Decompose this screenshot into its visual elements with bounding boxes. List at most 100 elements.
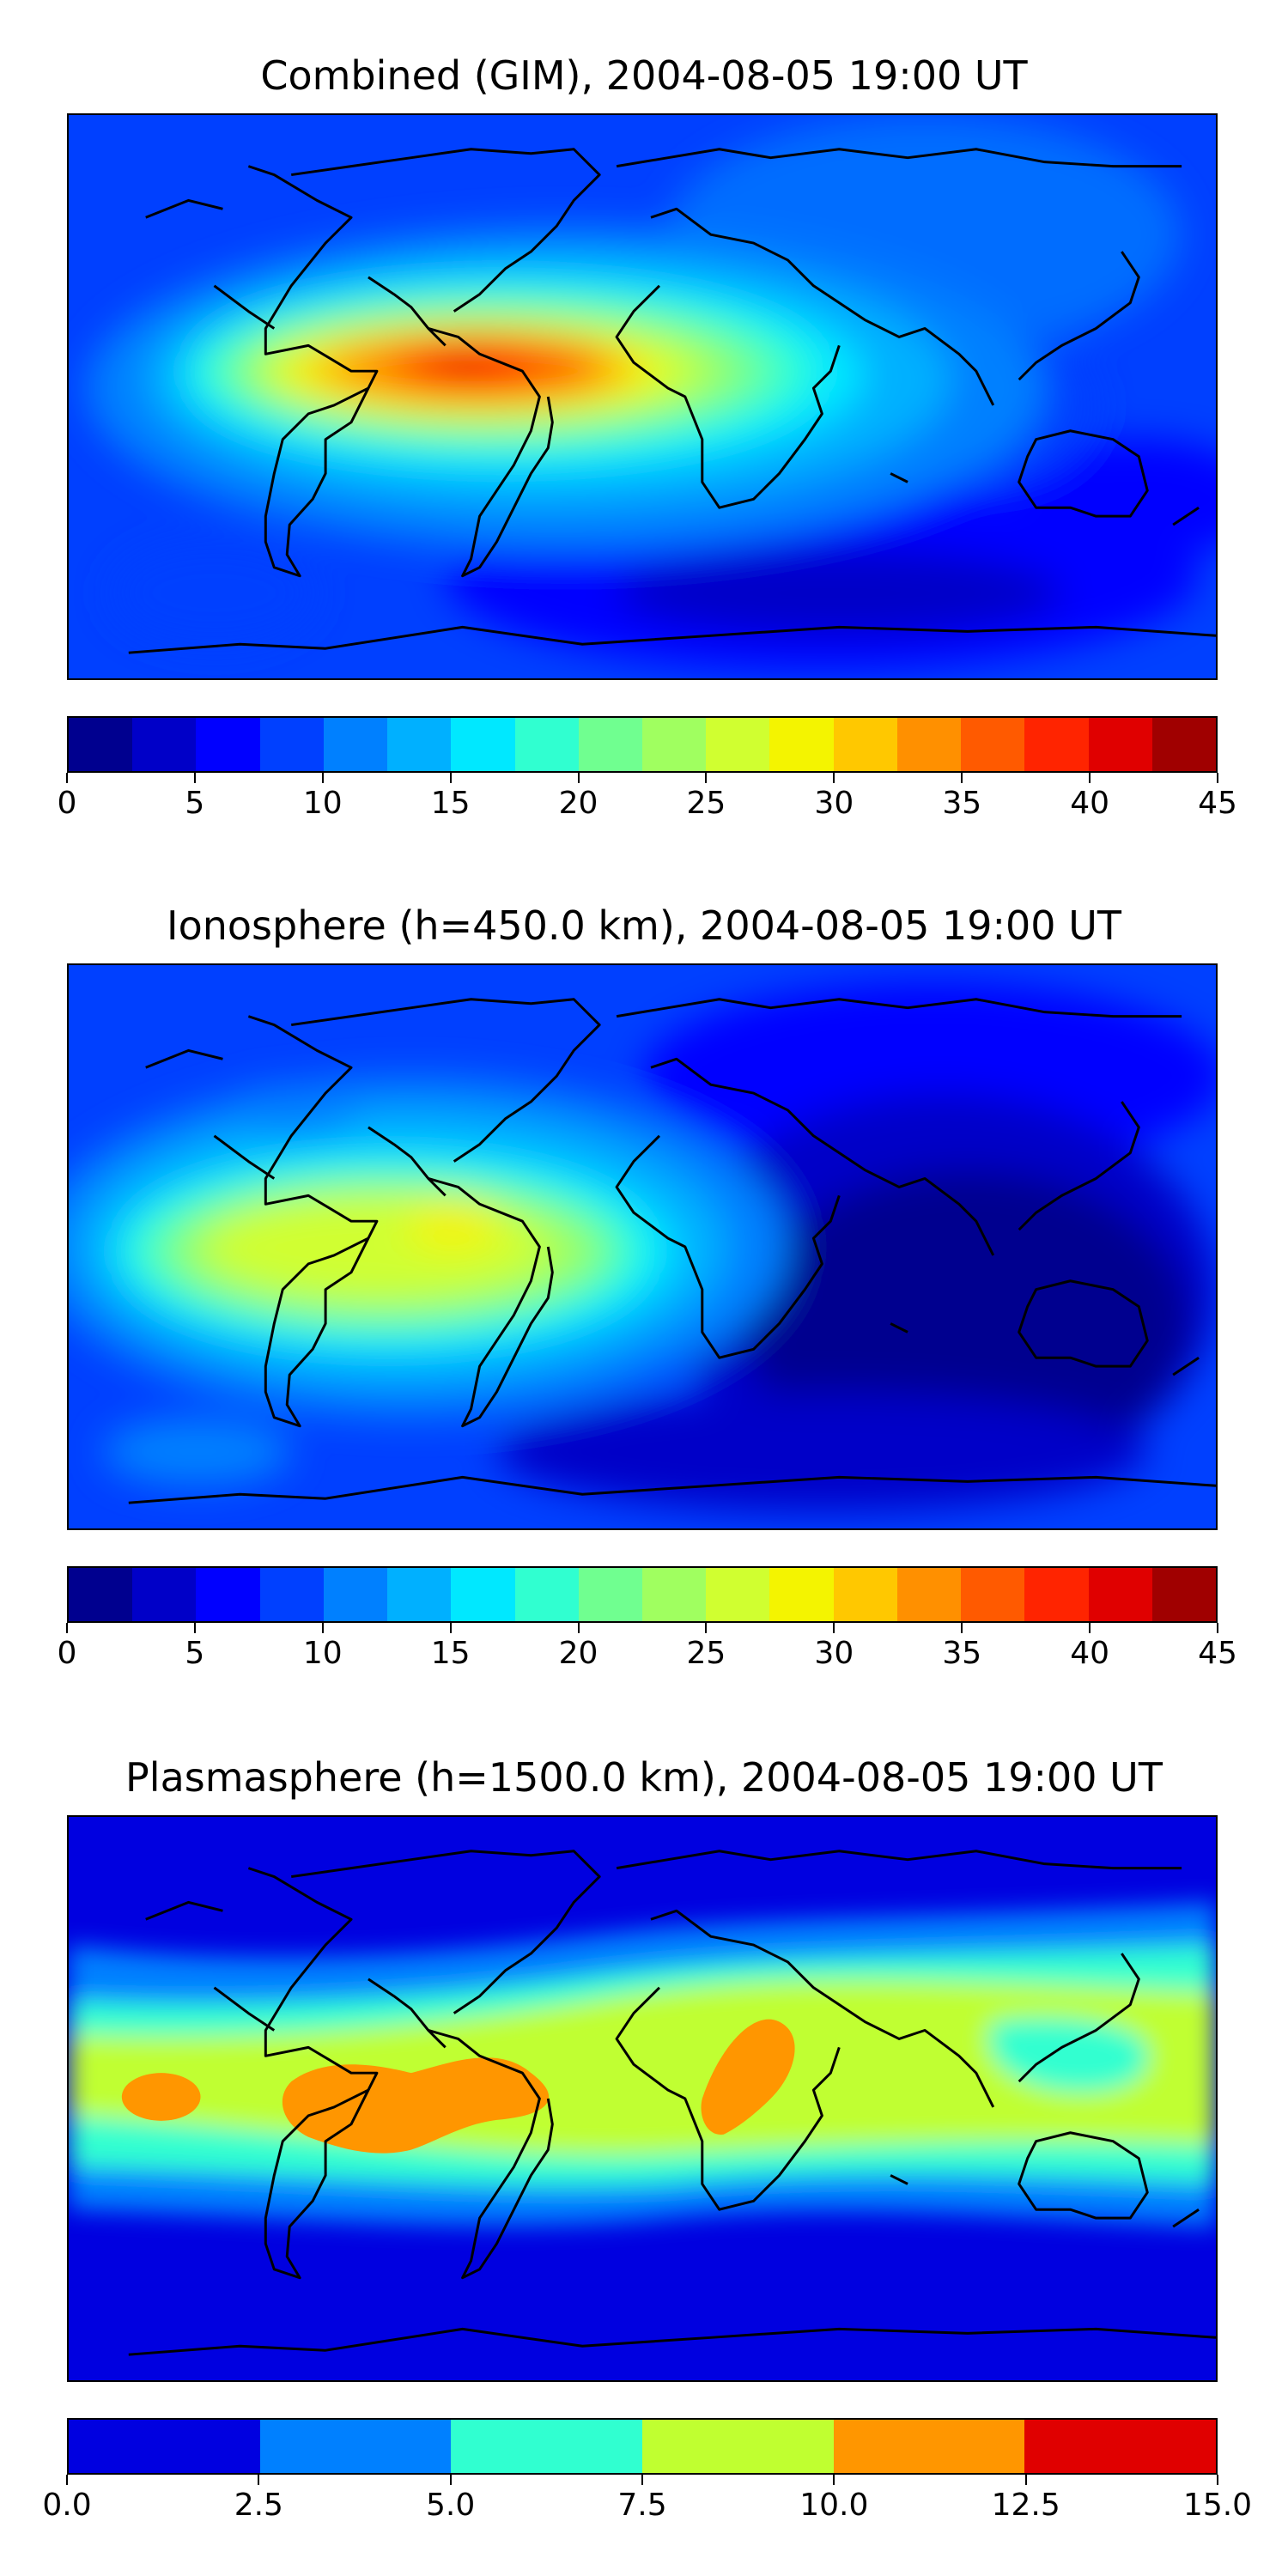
- colorbar-tick-mark: [833, 773, 835, 783]
- map-plasmasphere: [67, 1815, 1218, 2382]
- colorbar-segment: [896, 1568, 962, 1621]
- colorbar-tick-label: 35: [942, 1636, 982, 1671]
- colorbar-tick-mark: [961, 1623, 963, 1633]
- colorbar-segment: [1024, 1568, 1089, 1621]
- colorbar-segment: [387, 718, 452, 771]
- panel-title-plasmasphere: Plasmasphere (h=1500.0 km), 2004-08-05 1…: [125, 1754, 1163, 1801]
- colorbar-tick-mark: [1217, 2475, 1218, 2485]
- colorbar-segment: [706, 1568, 770, 1621]
- colorbar-combined: [67, 716, 1218, 773]
- colorbar-tick-mark: [1024, 2475, 1027, 2485]
- colorbar-tick-mark: [577, 773, 580, 783]
- colorbar-segment: [578, 718, 642, 771]
- panel-title-combined: Combined (GIM), 2004-08-05 19:00 UT: [260, 52, 1028, 99]
- plasmasphere-peaks: [121, 2019, 795, 2154]
- colorbar-tick-mark: [449, 773, 452, 783]
- colorbar-tick-mark: [705, 1623, 708, 1633]
- colorbar-segment: [1088, 1568, 1152, 1621]
- map-ionosphere: [67, 963, 1218, 1530]
- colorbar-segment: [196, 718, 260, 771]
- colorbar-tick-label: 5: [185, 1636, 205, 1671]
- coastlines-combined: [128, 148, 1216, 654]
- coastlines-plasmasphere: [128, 1850, 1216, 2356]
- colorbar-tick-mark: [193, 1623, 196, 1633]
- colorbar-tick-label: 5: [185, 786, 205, 821]
- colorbar-tick-mark: [1089, 1623, 1091, 1633]
- colorbar-tick-label: 30: [814, 786, 854, 821]
- colorbar-segment: [69, 718, 133, 771]
- colorbar-segment: [961, 1568, 1025, 1621]
- colorbar-segment: [641, 718, 707, 771]
- colorbar-segment: [1088, 718, 1152, 771]
- colorbar-segment: [451, 2420, 643, 2473]
- colorbar-tick-mark: [321, 1623, 324, 1633]
- colorbar-segment: [833, 718, 897, 771]
- colorbar-tick-mark: [1217, 1623, 1218, 1633]
- colorbar-segment: [323, 1568, 388, 1621]
- colorbar-tick-label: 25: [686, 786, 726, 821]
- colorbar-tick-label: 12.5: [991, 2488, 1060, 2523]
- colorbar-segment: [769, 718, 834, 771]
- colorbar-segment: [706, 718, 770, 771]
- colorbar-tick-mark: [641, 2475, 643, 2485]
- colorbar-tick-mark: [449, 1623, 452, 1633]
- colorbar-tick-mark: [449, 2475, 452, 2485]
- colorbar-tick-label: 45: [1198, 1636, 1237, 1671]
- colorbar-tick-mark: [66, 773, 68, 783]
- colorbar-tick-label: 40: [1070, 786, 1110, 821]
- colorbar-segment: [387, 1568, 452, 1621]
- colorbar-segment: [69, 2420, 260, 2473]
- colorbar-tick-label: 15: [430, 1636, 471, 1671]
- colorbar-tick-mark: [193, 773, 196, 783]
- colorbar-segment: [514, 1568, 579, 1621]
- colorbar-tick-label: 15.0: [1182, 2488, 1253, 2523]
- contour-field-combined: [69, 115, 1216, 678]
- colorbar-segment: [833, 1568, 897, 1621]
- colorbar-tick-label: 35: [942, 786, 982, 821]
- colorbar-segment: [578, 1568, 642, 1621]
- colorbar-tick-label: 40: [1070, 1636, 1110, 1671]
- colorbar-tick-mark: [577, 1623, 580, 1633]
- colorbar-segment: [642, 2420, 834, 2473]
- coastlines-ionosphere: [128, 998, 1216, 1504]
- panel-title-ionosphere: Ionosphere (h=450.0 km), 2004-08-05 19:0…: [167, 902, 1121, 949]
- colorbar-tick-label: 7.5: [617, 2488, 667, 2523]
- colorbar-tick-label: 20: [558, 786, 598, 821]
- colorbar-segment: [833, 2420, 1025, 2473]
- colorbar-tick-mark: [66, 1623, 68, 1633]
- colorbar-tick-mark: [961, 773, 963, 783]
- contour-field-ionosphere: [69, 965, 1216, 1528]
- colorbar-tick-mark: [258, 2475, 260, 2485]
- colorbar-tick-mark: [321, 773, 324, 783]
- colorbar-segment: [451, 718, 515, 771]
- colorbar-segment: [69, 1568, 133, 1621]
- colorbar-tick-mark: [1089, 773, 1091, 783]
- colorbar-segment: [259, 1568, 324, 1621]
- colorbar-tick-label: 10: [302, 1636, 343, 1671]
- colorbar-tick-label: 10: [302, 786, 343, 821]
- colorbar-segment: [196, 1568, 260, 1621]
- colorbar-tick-label: 2.5: [234, 2488, 283, 2523]
- colorbar-segment: [514, 718, 579, 771]
- colorbar-segment: [896, 718, 962, 771]
- colorbar-segment: [132, 1568, 197, 1621]
- colorbar-tick-label: 10.0: [799, 2488, 869, 2523]
- colorbar-tick-mark: [66, 2475, 68, 2485]
- colorbar-plasmasphere: [67, 2418, 1218, 2475]
- colorbar-tick-mark: [833, 1623, 835, 1633]
- colorbar-tick-label: 20: [558, 1636, 598, 1671]
- contour-field-plasmasphere: [69, 1817, 1216, 2380]
- colorbar-segment: [323, 718, 388, 771]
- colorbar-segment: [1024, 2420, 1217, 2473]
- colorbar-tick-mark: [833, 2475, 835, 2485]
- colorbar-segment: [259, 718, 324, 771]
- colorbar-segment: [451, 1568, 515, 1621]
- colorbar-tick-label: 0.0: [42, 2488, 92, 2523]
- colorbar-segment: [1024, 718, 1089, 771]
- colorbar-segment: [641, 1568, 707, 1621]
- colorbar-tick-label: 0: [57, 1636, 77, 1671]
- colorbar-tick-label: 0: [57, 786, 77, 821]
- colorbar-segment: [1151, 1568, 1216, 1621]
- colorbar-tick-mark: [705, 773, 708, 783]
- colorbar-segment: [259, 2420, 452, 2473]
